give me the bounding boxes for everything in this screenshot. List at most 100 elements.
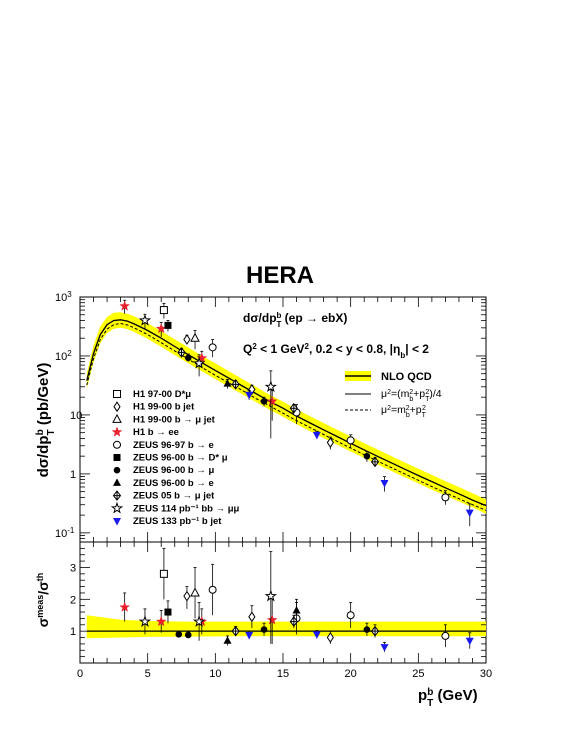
- marker-filled-circle: [184, 631, 192, 639]
- marker-star: [155, 615, 167, 627]
- y-tick-label: 10: [70, 410, 82, 422]
- marker-open-circle: [346, 436, 355, 445]
- xsec-point-10-0: [245, 390, 254, 400]
- legend-label: ZEUS 96-00 b → e: [133, 478, 214, 489]
- marker-filled-circle: [260, 398, 268, 405]
- ratio-point-4-3: [441, 624, 450, 648]
- legend-item: ZEUS 96-00 b → D* μ: [113, 453, 228, 464]
- process-annotation: dσ/dpTb (ep → ebX): [243, 311, 347, 329]
- xsec-point-4-0: [208, 339, 217, 358]
- legend-marker-open-square: [113, 390, 121, 398]
- xsec-point-4-2: [346, 434, 355, 448]
- marker-open-star: [264, 589, 278, 602]
- x-axis-label: pTb (GeV): [418, 687, 478, 709]
- ratio-point-7-0: [223, 635, 232, 646]
- marker-filled-circle: [363, 626, 371, 633]
- legend-marker-open-diamond: [113, 401, 121, 413]
- ratio-point-10-3: [465, 632, 474, 649]
- legend-label: H1 b → ee: [133, 427, 179, 438]
- ratio-band: [86, 615, 487, 639]
- legend-band-label: NLO QCD: [381, 371, 432, 383]
- legend-label: H1 97-00 D*μ: [133, 389, 191, 400]
- marker-open-circle: [441, 493, 450, 502]
- x-tick-label: 15: [277, 668, 289, 680]
- marker-open-star: [264, 380, 278, 393]
- legend-marker-cross-diamond: [112, 490, 122, 501]
- marker-filled-square: [164, 608, 172, 616]
- legend-item: H1 97-00 D*μ: [113, 389, 191, 400]
- xsec-point-10-1: [312, 430, 321, 440]
- marker-star: [119, 601, 131, 612]
- marker-open-circle: [346, 611, 355, 620]
- marker-down-triangle: [380, 644, 389, 652]
- marker-open-diamond: [326, 632, 334, 643]
- marker-cross-diamond: [370, 625, 380, 637]
- y-tick-label: 103: [55, 290, 72, 305]
- legend-label: ZEUS 96-97 b → e: [133, 440, 214, 451]
- marker-open-star: [138, 615, 152, 627]
- ratio-point-10-2: [380, 641, 389, 652]
- ratio-point-2-0: [190, 567, 200, 619]
- marker-open-circle: [208, 343, 217, 352]
- marker-filled-triangle: [223, 379, 232, 387]
- legend-marker-down-triangle: [113, 518, 121, 526]
- ratio-point-8-1: [289, 614, 298, 628]
- ratio-point-6-3: [363, 622, 371, 636]
- xsec-point-10-2: [380, 476, 389, 492]
- ratio-point-9-1: [192, 602, 206, 641]
- x-axis-ticks-top-panel: [79, 297, 487, 542]
- ratio-point-6-0: [175, 630, 183, 638]
- marker-open-triangle: [190, 332, 200, 342]
- marker-open-diamond: [183, 590, 191, 602]
- marker-cross-diamond: [289, 402, 298, 414]
- legend-label: ZEUS 114 pb⁻¹ bb → μμ: [133, 503, 240, 514]
- ratio-point-10-0: [245, 630, 254, 640]
- xsec-point-0-0: [159, 302, 168, 319]
- marker-star: [119, 300, 131, 311]
- ratio-band-area: [86, 615, 487, 639]
- xsec-point-6-2: [363, 451, 371, 462]
- legend-label: ZEUS 133 pb⁻¹ b jet: [133, 516, 222, 527]
- measurement-points: [119, 299, 474, 527]
- cuts-annotation: Q2 < 1 GeV2, 0.2 < y < 0.8, |ηb| < 2: [243, 342, 429, 360]
- ratio-point-1-1: [248, 605, 256, 628]
- ratio-point-1-0: [183, 586, 191, 609]
- legend-marker-filled-circle: [113, 466, 121, 474]
- legend-item: ZEUS 05 b → μ jet: [112, 490, 215, 502]
- x-axis-label-sup: b: [427, 687, 433, 698]
- x-tick-label: 0: [77, 668, 83, 680]
- xsec-point-1-2: [326, 436, 334, 450]
- marker-down-triangle: [245, 391, 254, 400]
- y-tick-label: 102: [55, 348, 72, 363]
- legend-label: ZEUS 05 b → μ jet: [133, 491, 215, 502]
- marker-filled-triangle: [223, 636, 232, 644]
- marker-filled-circle: [184, 354, 192, 362]
- ratio-point-9-2: [264, 551, 278, 644]
- marker-cross-diamond: [177, 347, 186, 358]
- legend-item: ZEUS 114 pb⁻¹ bb → μμ: [110, 501, 240, 514]
- ratio-point-5-0: [164, 600, 172, 624]
- y-tick-label: 1: [70, 469, 76, 481]
- ratio-point-9-0: [138, 608, 152, 635]
- cross-section-panel: 10-1 1 10 102 103 dσ/dpTb (pb/GeV) dσ/dpTb (…: [35, 290, 487, 543]
- x-axis-label-unit: (GeV): [433, 687, 477, 704]
- x-tick-label: 30: [480, 668, 492, 680]
- xsec-point-8-1: [231, 379, 240, 390]
- marker-open-diamond: [248, 611, 256, 623]
- legend-item: H1 99-00 b → μ jet: [112, 413, 216, 425]
- marker-star: [196, 352, 208, 363]
- ratio-plot-frame: [79, 541, 487, 664]
- ratio-point-4-0: [208, 563, 217, 616]
- marker-down-triangle: [312, 631, 321, 639]
- ratio-panel: 1 2 3 0 5 10 15 20 25 30 σmeas/σth pTb (GeV): [35, 541, 492, 709]
- legend-marker-star: [111, 426, 123, 437]
- x-tick-label: 20: [345, 668, 357, 680]
- ratio-y-ticks: 1 2 3: [70, 547, 486, 664]
- xsec-point-6-0: [184, 353, 192, 362]
- legend-marker-filled-square: [113, 454, 121, 461]
- xsec-point-3-0: [119, 299, 131, 314]
- legend-solid-label: μ2=(mb2+pT2)/4: [381, 388, 442, 403]
- ratio-point-4-2: [346, 602, 355, 628]
- x-axis-label-sub: T: [427, 698, 433, 709]
